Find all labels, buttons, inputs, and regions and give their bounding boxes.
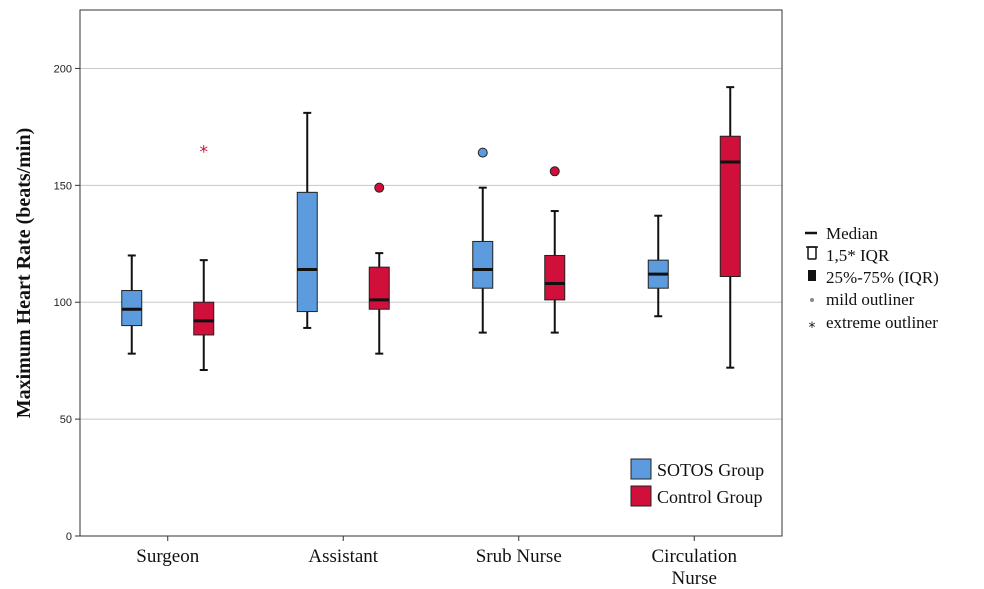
box-control-group-assistant: [368, 182, 390, 355]
category-label: Assistant: [308, 546, 378, 567]
y-tick-label: 200: [54, 63, 72, 75]
legend-swatch: [630, 458, 652, 480]
box-control-group-surgeon: *: [193, 142, 215, 372]
key-label: 25%-75% (IQR): [826, 268, 939, 287]
key-label: mild outliner: [826, 290, 915, 309]
box-control-group-srub-nurse: [544, 166, 566, 334]
gridlines: [80, 67, 782, 420]
key-whisker-symbol: [807, 246, 817, 260]
mild-outlier-point: [549, 166, 560, 177]
legend-label: SOTOS Group: [657, 460, 764, 480]
y-tick-label: 150: [54, 180, 72, 192]
legend-swatch: [630, 485, 652, 507]
iqr-box: [368, 266, 390, 310]
legend: SOTOS Group Control Group: [630, 458, 764, 507]
x-axis-categories: Surgeon Assistant Srub Nurse Circulation Nur…: [136, 536, 737, 589]
mild-outlier-point: [374, 182, 385, 193]
key-mild-symbol: [810, 298, 814, 302]
iqr-box: [719, 135, 741, 278]
iqr-box: [544, 254, 566, 301]
key-iqr-symbol: [808, 270, 816, 281]
mild-outlier-point: [477, 147, 488, 158]
box-sotos-group-circulation-nurse: [647, 214, 669, 318]
box-control-group-circulation-nurse: [719, 86, 741, 369]
iqr-box: [472, 240, 494, 289]
iqr-box: [193, 301, 215, 336]
y-axis-label: Maximum Heart Rate (beats/min): [13, 128, 35, 419]
extreme-outlier-point: *: [200, 142, 209, 162]
y-tick-label: 50: [60, 414, 72, 426]
y-axis-ticks: 0 50 100 150 200: [54, 63, 80, 543]
y-tick-label: 100: [54, 297, 72, 309]
box-sotos-group-srub-nurse: [472, 147, 494, 334]
category-label: Srub Nurse: [476, 546, 562, 567]
key-label: extreme outliner: [826, 313, 938, 332]
key-label: Median: [826, 224, 878, 243]
legend-label: Control Group: [657, 487, 763, 507]
key-extreme-symbol: *: [809, 320, 816, 336]
boxplot-key: * Median 1,5* IQR 25%-75% (IQR) mild outline…: [805, 224, 939, 336]
y-tick-label: 0: [66, 531, 72, 543]
iqr-box: [296, 191, 318, 313]
box-sotos-group-assistant: [296, 111, 318, 329]
plot-frame: [79, 9, 783, 537]
category-label: Circulation Nurse: [652, 546, 738, 589]
box-series: *: [121, 86, 741, 372]
box-sotos-group-surgeon: [121, 254, 143, 355]
key-label: 1,5* IQR: [826, 246, 890, 265]
category-label: Surgeon: [136, 546, 199, 567]
